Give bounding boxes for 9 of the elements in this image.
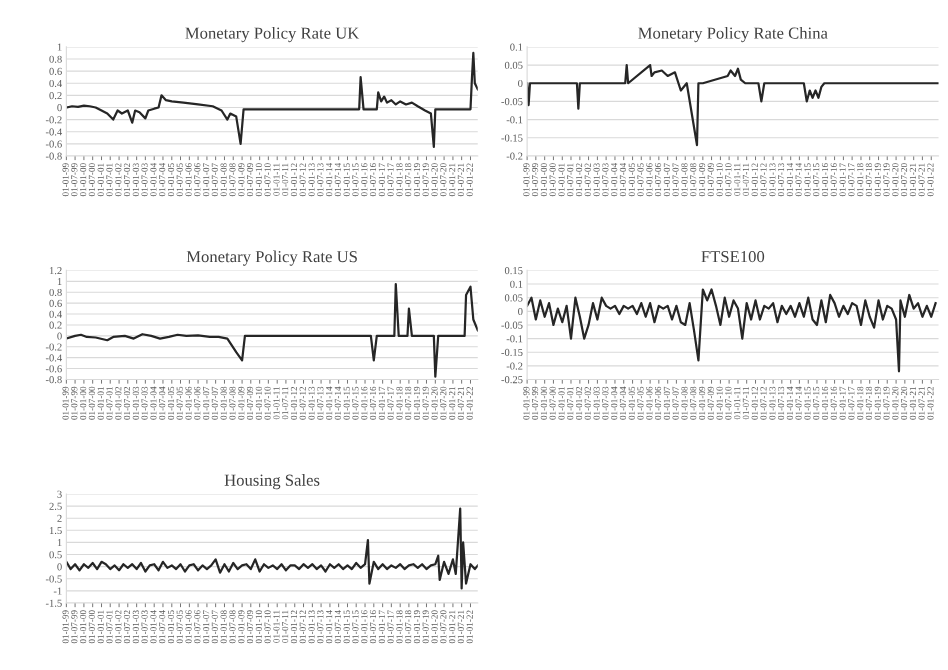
chart-title: Housing Sales bbox=[224, 474, 320, 490]
chart-title: Monetary Policy Rate UK bbox=[185, 27, 360, 43]
chart-title: Monetary Policy Rate US bbox=[186, 250, 357, 266]
line-series bbox=[66, 51, 478, 148]
line-series bbox=[66, 507, 478, 590]
chart-title: FTSE100 bbox=[701, 251, 765, 263]
chart-title: Monetary Policy Rate China bbox=[638, 27, 828, 43]
line-series bbox=[527, 288, 937, 373]
line-series bbox=[527, 63, 939, 147]
